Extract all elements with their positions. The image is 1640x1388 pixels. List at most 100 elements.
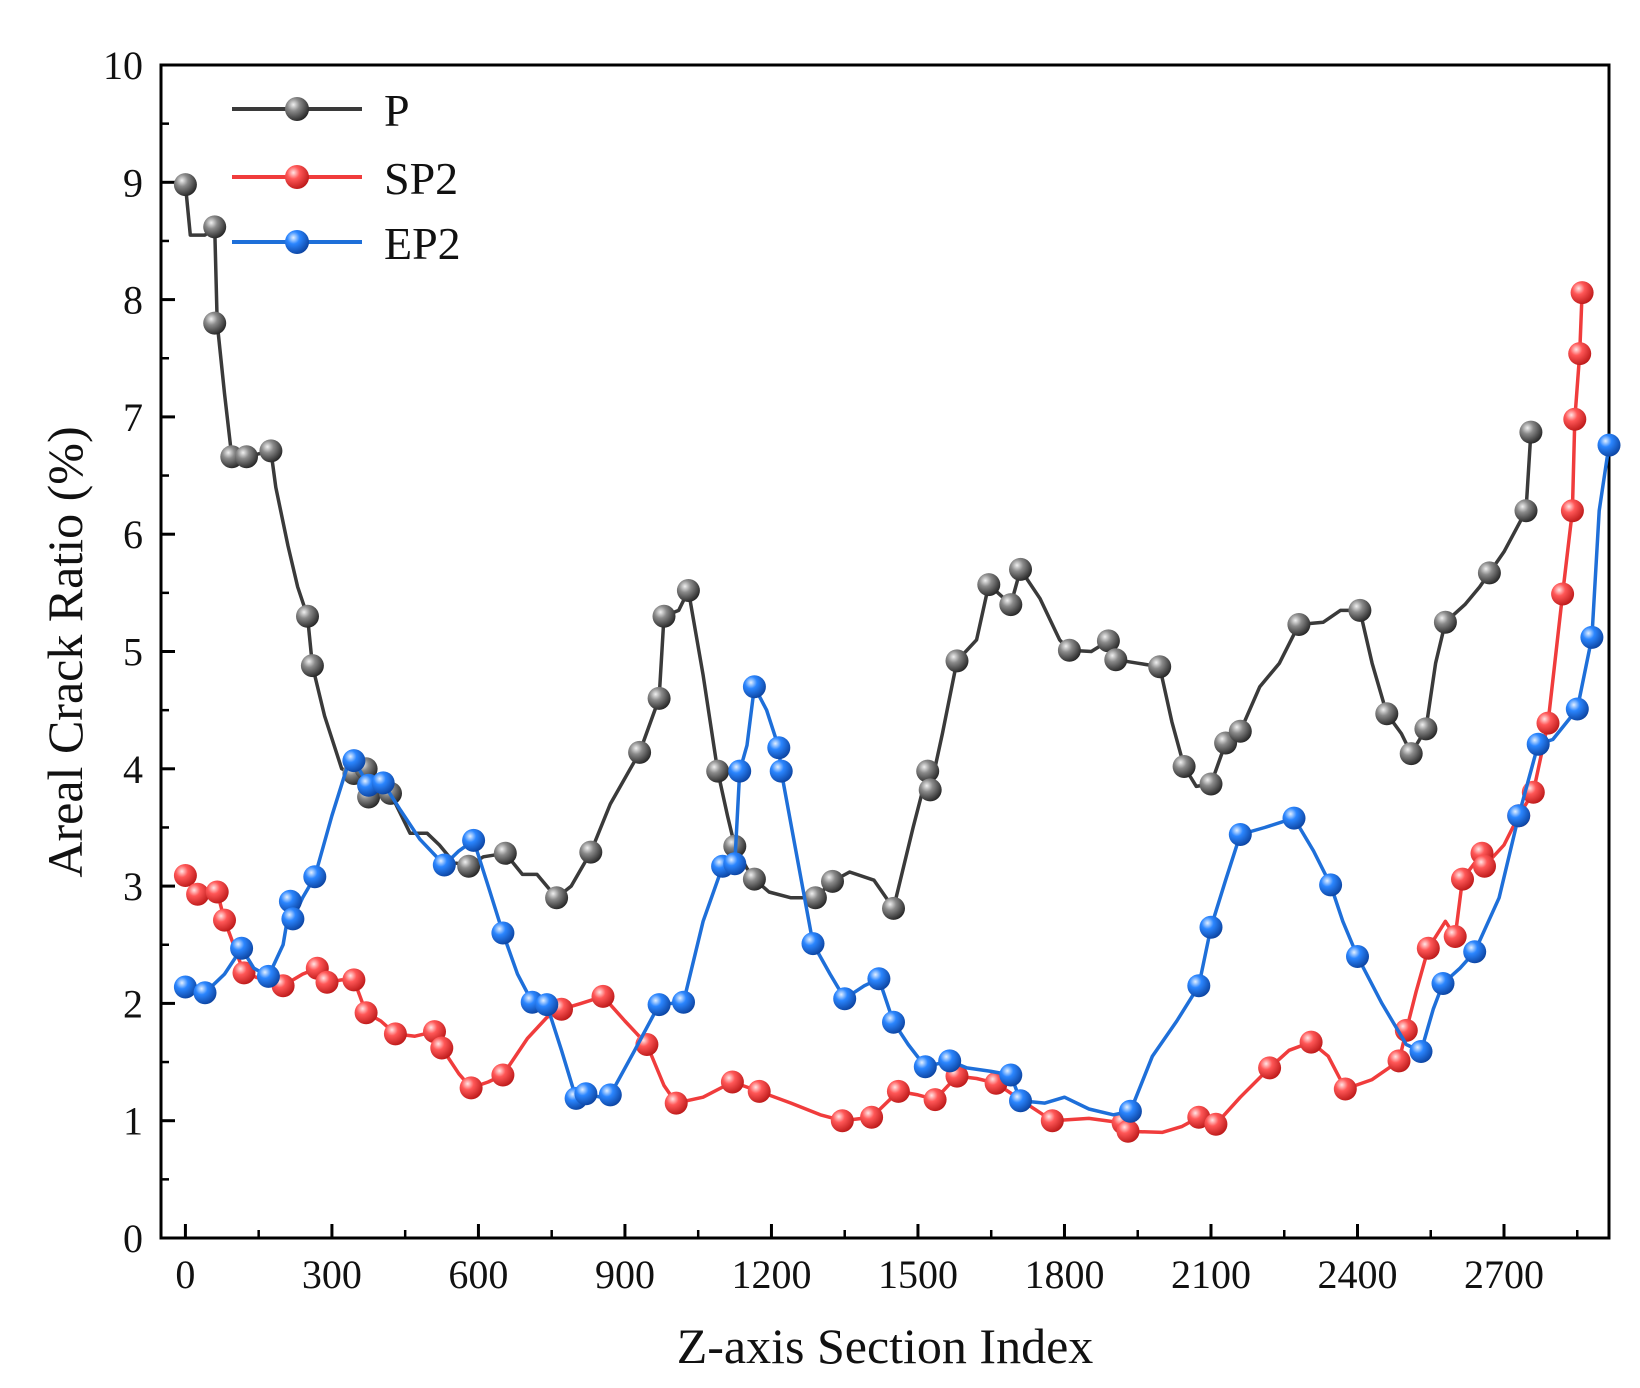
legend-label-sp2: SP2 [384, 153, 458, 204]
data-point-p [1199, 772, 1223, 796]
data-point-p [579, 840, 603, 864]
data-point-p [628, 740, 652, 764]
data-point-ep2 [913, 1055, 937, 1079]
legend-label-p: P [384, 85, 410, 136]
data-point-ep2 [1409, 1040, 1433, 1063]
data-point-sp2 [1560, 499, 1584, 523]
data-point-ep2 [432, 853, 456, 877]
data-point-p [999, 593, 1023, 617]
data-point-p [647, 686, 671, 710]
y-tick-label: 7 [123, 395, 143, 440]
data-point-sp2 [720, 1070, 744, 1094]
data-point-ep2 [1009, 1089, 1032, 1113]
data-point-p [676, 579, 700, 602]
data-point-sp2 [1387, 1049, 1411, 1073]
legend: P SP2 EP2 [232, 85, 461, 269]
data-point-p [1287, 613, 1311, 636]
data-point-sp2 [173, 864, 197, 887]
data-point-p [493, 841, 517, 865]
data-point-sp2 [1551, 582, 1575, 606]
data-point-p [296, 604, 319, 628]
series-layer [173, 173, 1621, 1143]
y-tick-label: 5 [123, 630, 143, 675]
data-point-p [916, 759, 940, 783]
data-point-ep2 [173, 975, 197, 999]
data-point-ep2 [999, 1063, 1023, 1087]
data-point-p [706, 759, 730, 783]
x-tick-label: 2100 [1171, 1252, 1251, 1297]
data-point-p [203, 215, 227, 239]
y-tick-label: 4 [123, 747, 143, 792]
x-tick-label: 300 [302, 1252, 362, 1297]
data-point-ep2 [1597, 433, 1621, 457]
data-point-p [1414, 717, 1438, 741]
data-point-ep2 [535, 993, 559, 1017]
data-point-ep2 [1463, 940, 1487, 964]
data-point-p [1433, 610, 1457, 634]
y-tick-label: 1 [123, 1099, 143, 1144]
x-tick-label: 1200 [731, 1252, 811, 1297]
data-point-ep2 [371, 771, 395, 795]
y-tick-label: 8 [123, 278, 143, 323]
data-point-p [1348, 598, 1372, 622]
data-point-ep2 [1199, 915, 1223, 939]
data-point-p [1009, 557, 1032, 581]
data-point-sp2 [459, 1076, 483, 1100]
data-point-ep2 [256, 964, 280, 988]
data-point-p [1514, 499, 1538, 523]
y-tick-label: 0 [123, 1216, 143, 1261]
y-tick-label: 10 [103, 43, 143, 88]
data-point-p [1148, 655, 1172, 679]
data-point-p [300, 654, 324, 678]
data-point-p [457, 854, 481, 878]
data-point-sp2 [747, 1079, 771, 1103]
data-point-sp2 [664, 1091, 688, 1115]
data-point-ep2 [278, 889, 302, 913]
y-axis-ticks: 0 1 2 3 4 5 6 7 8 9 10 [103, 43, 175, 1261]
legend-marker-ep2 [285, 230, 309, 254]
data-point-ep2 [342, 749, 366, 773]
data-point-ep2 [303, 865, 327, 889]
x-tick-label: 2700 [1464, 1252, 1544, 1297]
data-point-sp2 [923, 1088, 947, 1112]
data-point-ep2 [647, 993, 671, 1017]
data-point-sp2 [1416, 936, 1440, 960]
data-point-ep2 [230, 936, 254, 960]
data-point-ep2 [1526, 732, 1550, 756]
data-point-sp2 [1473, 854, 1496, 878]
data-point-p [259, 439, 283, 463]
data-point-p [203, 311, 227, 335]
data-point-sp2 [886, 1079, 910, 1103]
data-point-sp2 [1116, 1119, 1140, 1143]
series-ep2 [173, 433, 1621, 1123]
legend-marker-p [285, 97, 309, 121]
data-point-ep2 [193, 981, 217, 1005]
x-tick-label: 1500 [878, 1252, 958, 1297]
data-point-ep2 [882, 1010, 905, 1034]
data-point-sp2 [830, 1109, 854, 1133]
data-point-ep2 [574, 1082, 598, 1106]
data-point-ep2 [1580, 625, 1604, 649]
data-point-ep2 [938, 1049, 962, 1073]
data-point-ep2 [769, 759, 793, 783]
data-point-p [652, 604, 676, 628]
data-point-sp2 [860, 1105, 884, 1129]
y-tick-label: 6 [123, 512, 143, 557]
data-point-p [882, 896, 905, 920]
data-point-sp2 [1443, 925, 1467, 948]
data-point-p [1399, 742, 1423, 766]
data-point-ep2 [742, 675, 766, 699]
data-point-ep2 [491, 921, 515, 945]
data-point-ep2 [281, 907, 305, 931]
data-point-p [1096, 629, 1120, 653]
x-tick-label: 1800 [1024, 1252, 1104, 1297]
data-point-sp2 [1570, 281, 1594, 305]
series-p [173, 173, 1543, 920]
data-point-ep2 [833, 987, 857, 1011]
data-point-p [945, 649, 969, 673]
data-point-sp2 [1568, 342, 1592, 366]
data-point-sp2 [491, 1063, 515, 1087]
data-point-ep2 [867, 967, 891, 991]
data-point-ep2 [462, 828, 486, 852]
